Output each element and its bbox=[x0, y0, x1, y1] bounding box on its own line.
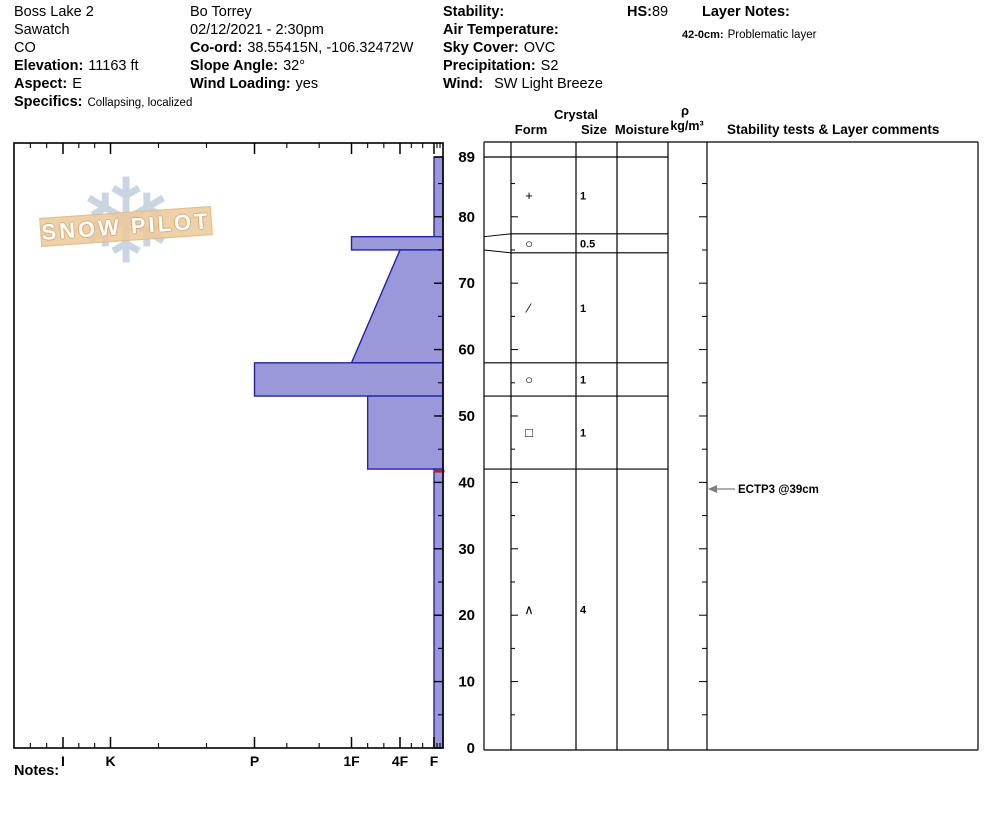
size-header: Size bbox=[580, 122, 608, 137]
specifics-row: Specifics: Collapsing, localized bbox=[14, 94, 192, 112]
depth-axis-label: 60 bbox=[458, 342, 475, 359]
aspect-label: Aspect: bbox=[14, 76, 68, 92]
layer-notes-title: Layer Notes: bbox=[702, 4, 790, 20]
notes-label: Notes: bbox=[14, 763, 60, 779]
depth-axis-label: 50 bbox=[458, 408, 475, 425]
wind-loading-label: Wind Loading: bbox=[190, 76, 291, 92]
coord-value: 38.55415N, -106.32472W bbox=[247, 40, 414, 56]
mountain-range: Sawatch bbox=[14, 22, 70, 38]
depth-axis-label: 30 bbox=[458, 541, 475, 558]
density-symbol-header: ρ bbox=[680, 103, 690, 118]
crystal-header: Crystal bbox=[553, 107, 599, 122]
slope-angle-row: Slope Angle: 32° bbox=[190, 58, 413, 76]
moisture-header: Moisture bbox=[614, 122, 670, 137]
slope-angle-label: Slope Angle: bbox=[190, 58, 279, 74]
chart-border bbox=[13, 142, 444, 749]
hardness-axis-label: F bbox=[430, 753, 439, 769]
observer-name: Bo Torrey bbox=[190, 4, 252, 20]
grain-form-symbol: □ bbox=[525, 425, 533, 440]
grain-size-value: 1 bbox=[580, 428, 586, 440]
grain-form-symbol: ○ bbox=[525, 236, 533, 251]
stability-label: Stability: bbox=[443, 4, 505, 20]
site-info: Boss Lake 2 Sawatch CO Elevation: 11163 f… bbox=[14, 4, 192, 112]
state: CO bbox=[14, 40, 36, 56]
layer-note-text: Problematic layer bbox=[727, 29, 817, 41]
coord-label: Co-ord: bbox=[190, 40, 243, 56]
aspect-row: Aspect: E bbox=[14, 76, 192, 94]
stability-test-label: ECTP3 @39cm bbox=[738, 484, 819, 496]
precip-label: Precipitation: bbox=[443, 58, 536, 74]
depth-axis-label: 40 bbox=[458, 474, 475, 491]
hardness-axis-label: P bbox=[250, 753, 259, 769]
wind-label: Wind: bbox=[443, 76, 484, 92]
depth-axis-label: 80 bbox=[458, 209, 475, 226]
observation-datetime: 02/12/2021 - 2:30pm bbox=[190, 22, 324, 38]
hardness-axis-label: K bbox=[105, 753, 115, 769]
specifics-label: Specifics: bbox=[14, 94, 83, 110]
hardness-axis-label: 1F bbox=[343, 753, 360, 769]
comments-header: Stability tests & Layer comments bbox=[727, 122, 940, 137]
sky-cover-value: OVC bbox=[523, 40, 556, 56]
pit-name: Boss Lake 2 bbox=[14, 4, 94, 20]
grain-form-symbol: ○ bbox=[525, 372, 533, 387]
layer-bar-0 bbox=[433, 156, 444, 238]
slope-angle-value: 32° bbox=[283, 58, 306, 74]
elevation-label: Elevation: bbox=[14, 58, 84, 74]
wind-loading-row: Wind Loading: yes bbox=[190, 76, 413, 94]
sky-cover-label: Sky Cover: bbox=[443, 40, 519, 56]
thin-layer-fan-line bbox=[483, 233, 512, 238]
observer-info: Bo Torrey 02/12/2021 - 2:30pm Co-ord: 38.… bbox=[190, 4, 413, 94]
depth-axis-label: 70 bbox=[458, 275, 475, 292]
layer-bar-1 bbox=[350, 235, 444, 251]
depth-axis-label: 89 bbox=[458, 149, 475, 166]
layer-bar-2 bbox=[350, 249, 444, 364]
hardness-axis-label: 4F bbox=[392, 753, 409, 769]
hs-label: HS: bbox=[627, 4, 652, 20]
thin-layer-fan-line bbox=[483, 249, 512, 254]
grain-size-value: 0.5 bbox=[580, 238, 595, 250]
wind-value: SW Light Breeze bbox=[494, 76, 603, 92]
coord-row: Co-ord: 38.55415N, -106.32472W bbox=[190, 40, 413, 58]
precip-value: S2 bbox=[540, 58, 559, 74]
layer-bar-5 bbox=[433, 468, 444, 749]
grain-form-symbol: + bbox=[525, 188, 533, 203]
layer-bar-4 bbox=[366, 395, 444, 470]
grain-size-value: 1 bbox=[580, 190, 586, 202]
air-temp-label: Air Temperature: bbox=[443, 22, 559, 38]
grain-form-symbol: ∕ bbox=[525, 300, 532, 315]
air-temp-row: Air Temperature: bbox=[443, 22, 603, 40]
problematic-layer-marker bbox=[433, 470, 445, 473]
elevation-value: 11163 ft bbox=[88, 58, 139, 74]
layer-note-range: 42-0cm: bbox=[682, 29, 724, 41]
specifics-value: Collapsing, localized bbox=[87, 97, 193, 109]
aspect-value: E bbox=[72, 76, 82, 92]
depth-axis-label: 10 bbox=[458, 674, 475, 691]
elevation-row: Elevation: 11163 ft bbox=[14, 58, 192, 76]
stability-row: Stability: bbox=[443, 4, 603, 22]
depth-axis-label: 0 bbox=[467, 740, 475, 757]
snow-height-row: HS:89 bbox=[627, 4, 668, 22]
wind-row: Wind: SW Light Breeze bbox=[443, 76, 603, 94]
precip-row: Precipitation: S2 bbox=[443, 58, 603, 76]
layer-note-item: 42-0cm: Problematic layer bbox=[682, 25, 816, 43]
conditions-info: Stability: Air Temperature: Sky Cover: OV… bbox=[443, 4, 603, 94]
grain-size-value: 4 bbox=[580, 605, 587, 617]
grain-size-value: 1 bbox=[580, 374, 586, 386]
density-units-header: kg/m³ bbox=[670, 119, 704, 133]
grain-size-value: 1 bbox=[580, 303, 586, 315]
hs-value: 89 bbox=[651, 4, 669, 20]
test-arrow-head bbox=[708, 485, 717, 494]
wind-loading-value: yes bbox=[295, 76, 319, 92]
hardness-axis-label: I bbox=[61, 753, 65, 769]
sky-cover-row: Sky Cover: OVC bbox=[443, 40, 603, 58]
form-header: Form bbox=[514, 122, 548, 137]
grain-form-symbol: ∧ bbox=[524, 602, 534, 617]
snowpilot-logo: ❄ SNOW PILOT bbox=[39, 163, 213, 286]
depth-axis-label: 20 bbox=[458, 607, 475, 624]
layer-bar-3 bbox=[253, 362, 444, 397]
